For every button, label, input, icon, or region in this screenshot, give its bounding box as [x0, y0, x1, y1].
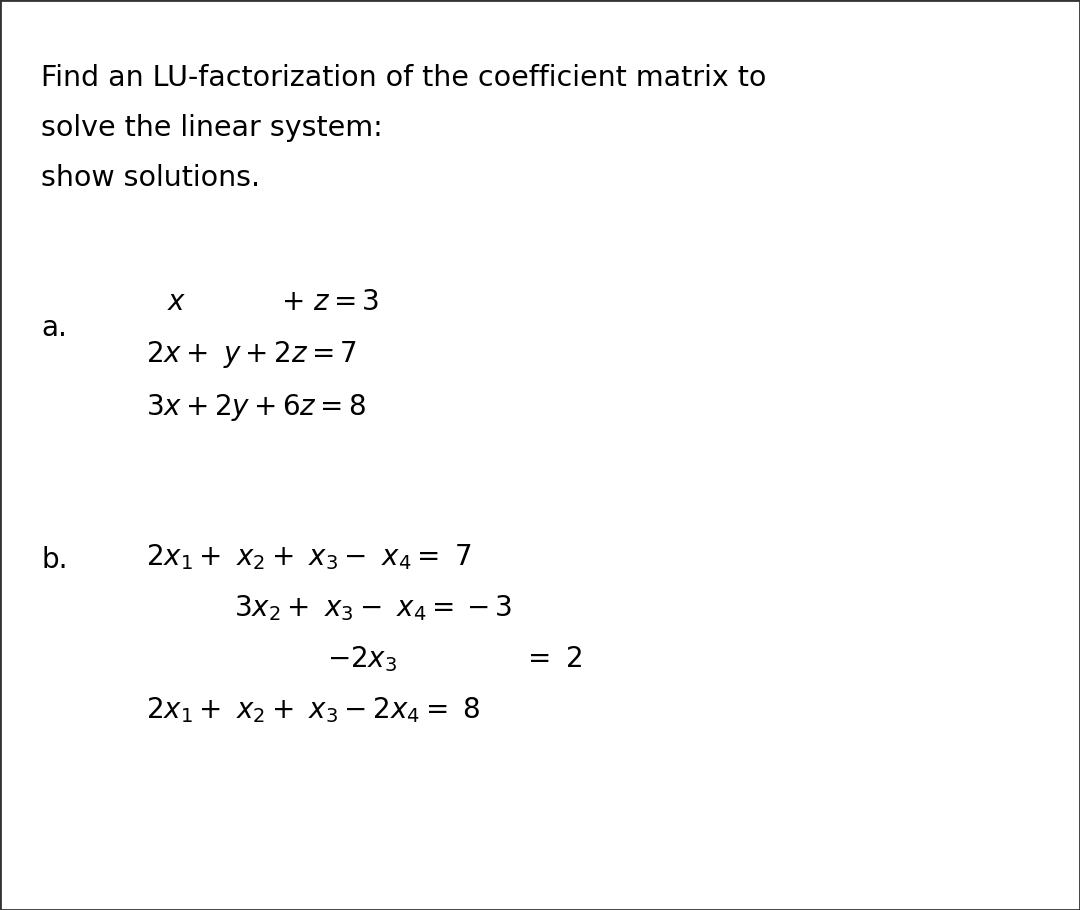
Text: solve the linear system:: solve the linear system: [41, 114, 382, 142]
Text: $2x_1 + \ x_2 + \ x_3 - 2x_4 = \ 8$: $2x_1 + \ x_2 + \ x_3 - 2x_4 = \ 8$ [146, 695, 481, 724]
Text: $2x + \ y + 2z = 7$: $2x + \ y + 2z = 7$ [146, 339, 357, 370]
Text: $+\ z = 3$: $+\ z = 3$ [281, 288, 379, 316]
Text: $x$: $x$ [167, 288, 187, 316]
Text: b.: b. [41, 546, 68, 573]
Text: $-2x_3$: $-2x_3$ [327, 644, 397, 673]
Text: show solutions.: show solutions. [41, 164, 260, 192]
Text: $= \ 2$: $= \ 2$ [522, 645, 582, 672]
Text: Find an LU-factorization of the coefficient matrix to: Find an LU-factorization of the coeffici… [41, 64, 767, 92]
Text: $3x + 2y + 6z = 8$: $3x + 2y + 6z = 8$ [146, 392, 366, 423]
Text: $3x_2 + \ x_3 - \ x_4 = -3$: $3x_2 + \ x_3 - \ x_4 = -3$ [234, 593, 513, 622]
Text: a.: a. [41, 314, 67, 341]
Text: $2x_1 + \ x_2 + \ x_3 - \ x_4 = \ 7$: $2x_1 + \ x_2 + \ x_3 - \ x_4 = \ 7$ [146, 542, 471, 571]
